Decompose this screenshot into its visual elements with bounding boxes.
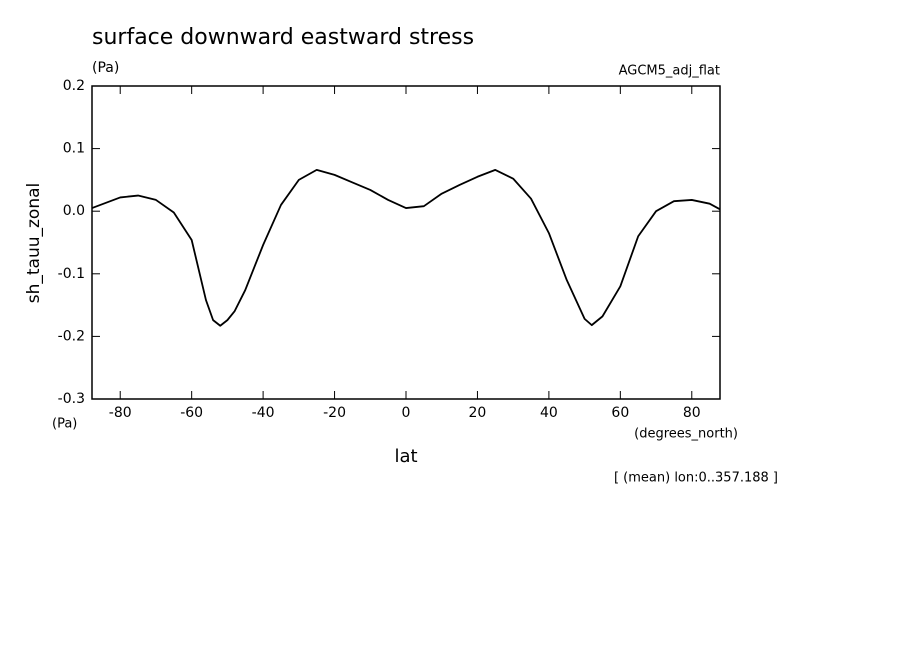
x-axis-label: lat xyxy=(394,446,417,467)
x-tick-label: -60 xyxy=(180,405,203,421)
x-units: (degrees_north) xyxy=(634,427,738,442)
data-line xyxy=(91,168,721,327)
y-tick-label: -0.2 xyxy=(58,328,85,344)
plot-frame xyxy=(91,85,721,400)
y-axis-label: sh_tauu_zonal xyxy=(24,183,44,304)
y-tick-label: 0.2 xyxy=(63,78,85,94)
y-tick-label: -0.1 xyxy=(58,266,85,282)
x-tick-label: 20 xyxy=(469,405,487,421)
model-name: AGCM5_adj_flat xyxy=(619,64,720,79)
annotation: [ (mean) lon:0..357.188 ] xyxy=(614,471,778,486)
units-bottom: (Pa) xyxy=(52,417,77,432)
x-tick-label: 0 xyxy=(402,405,411,421)
y-tick-label: 0.0 xyxy=(63,203,85,219)
x-tick-label: 80 xyxy=(683,405,701,421)
x-tick-label: -80 xyxy=(109,405,132,421)
y-tick-label: -0.3 xyxy=(58,391,85,407)
x-tick-label: 60 xyxy=(611,405,629,421)
chart-title: surface downward eastward stress xyxy=(92,25,474,50)
x-tick-label: 40 xyxy=(540,405,558,421)
units-top: (Pa) xyxy=(92,60,119,76)
x-tick-label: -20 xyxy=(323,405,346,421)
y-tick-label: 0.1 xyxy=(63,141,85,157)
x-tick-label: -40 xyxy=(252,405,275,421)
